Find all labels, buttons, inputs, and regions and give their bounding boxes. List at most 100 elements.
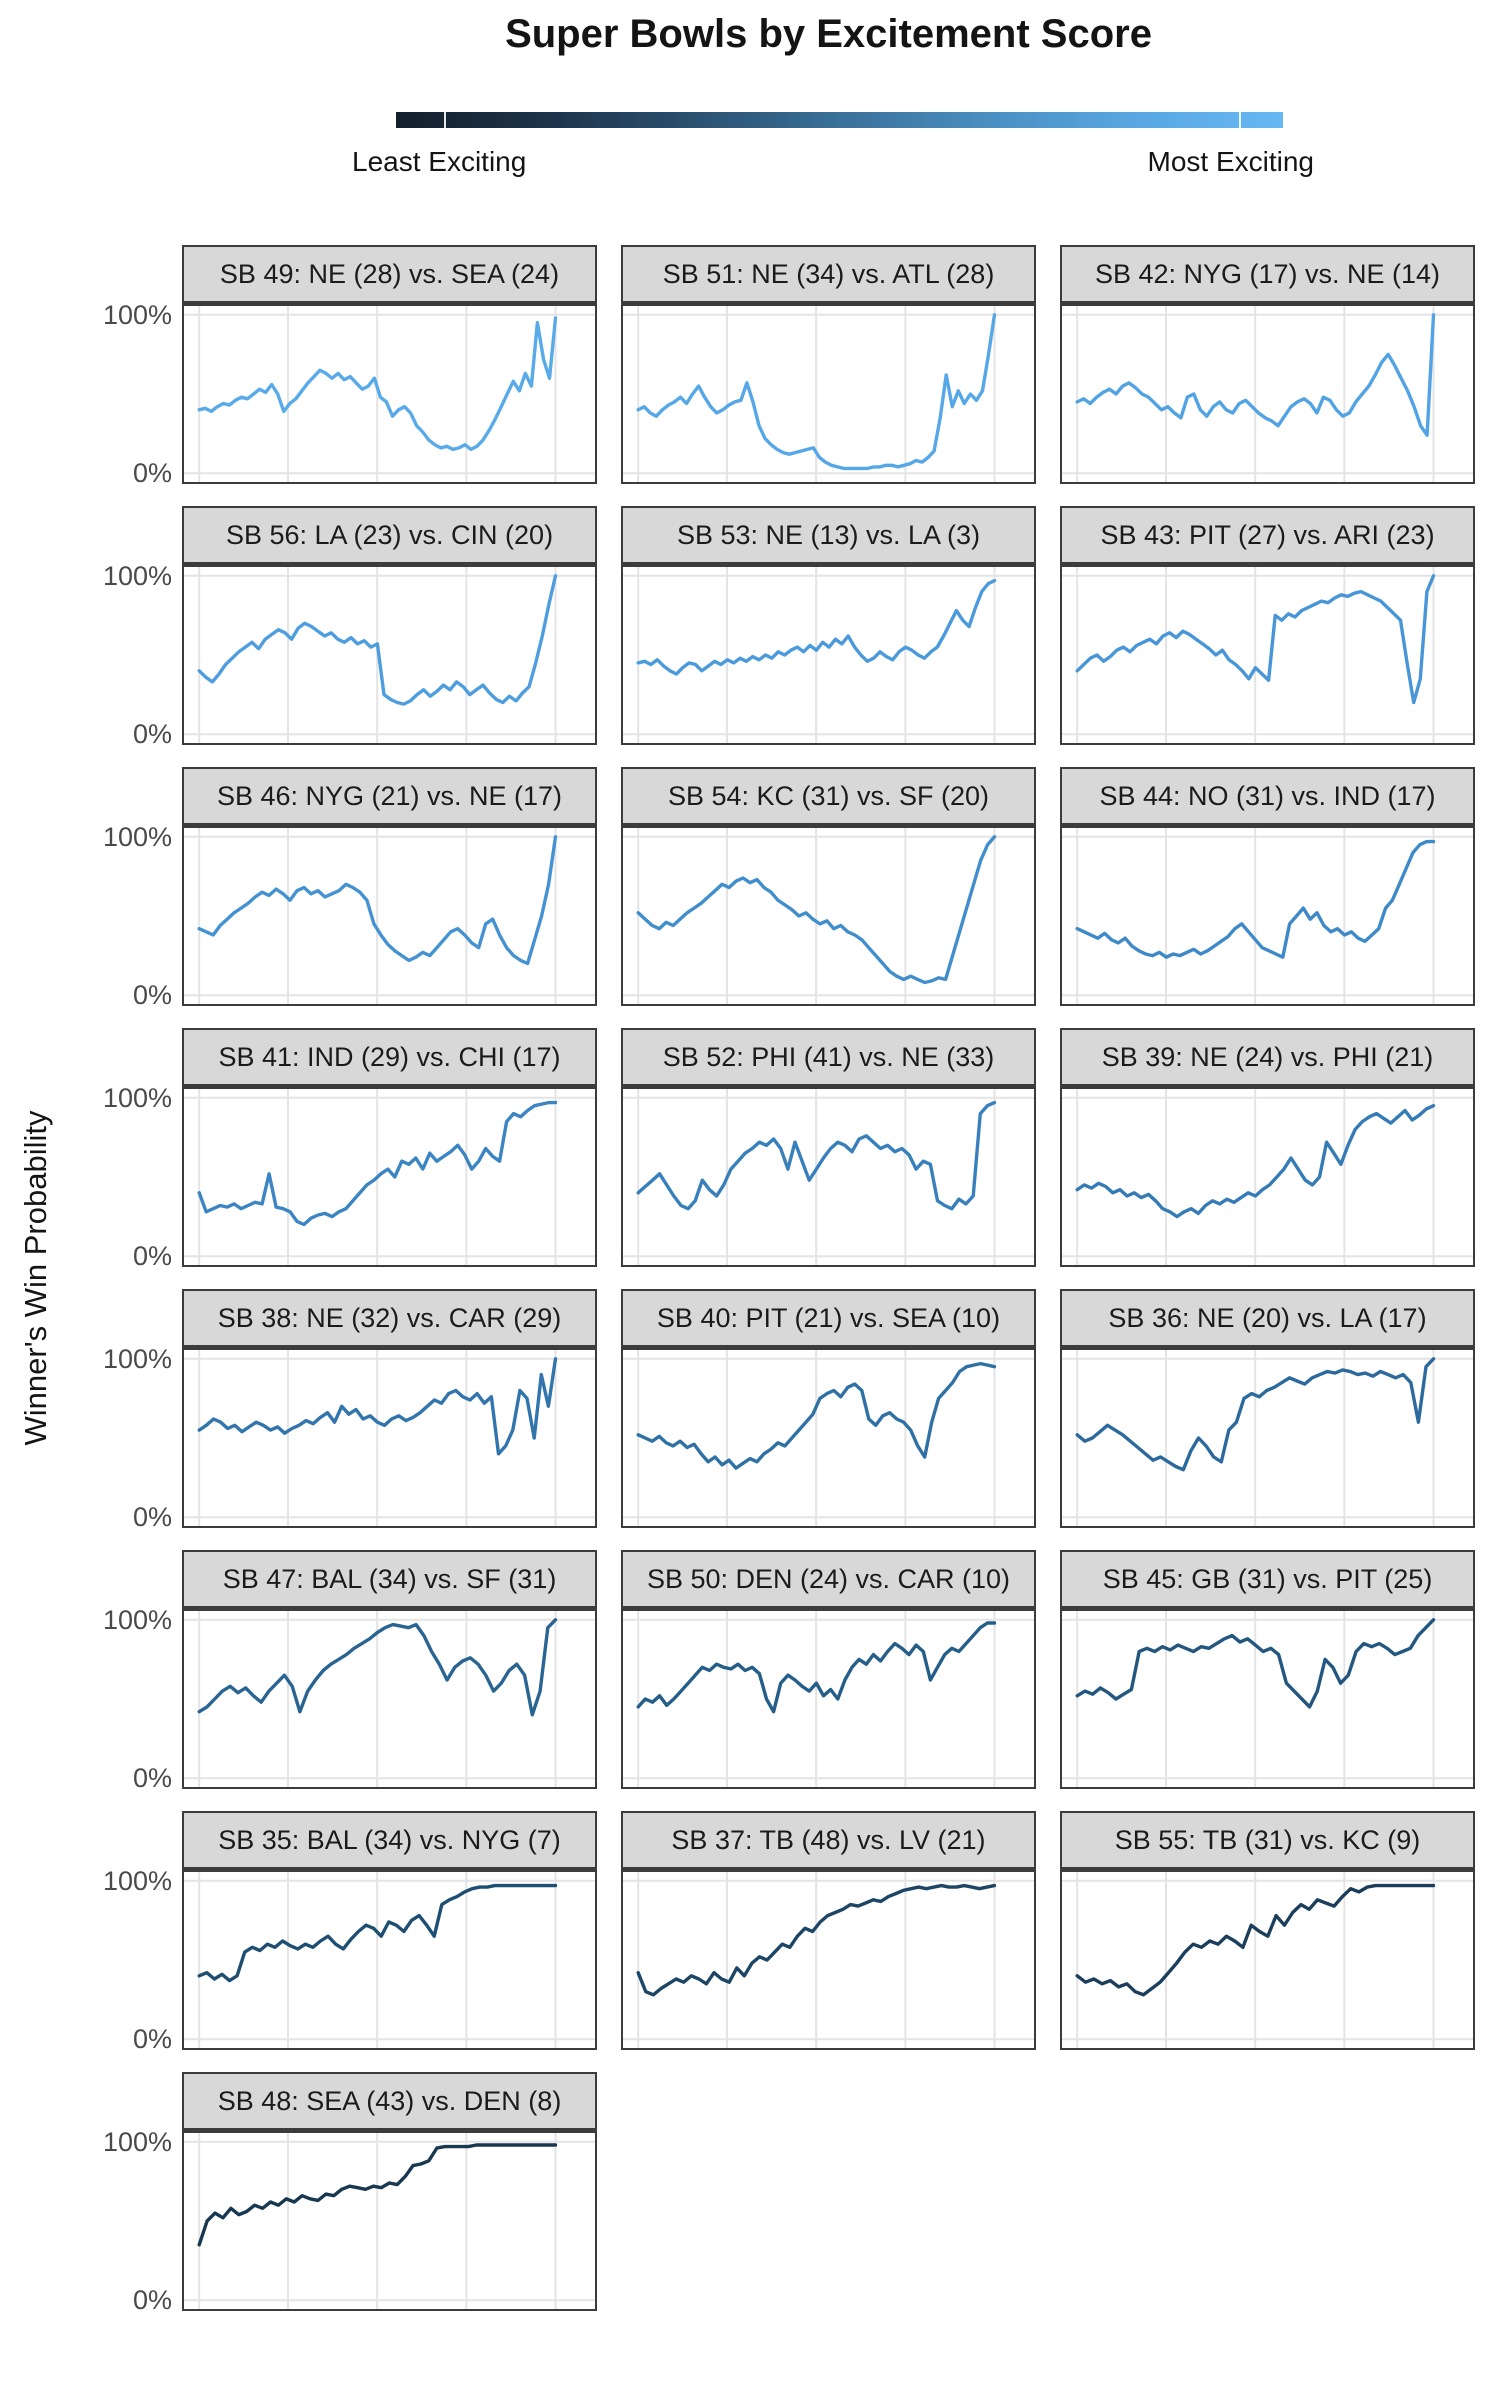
y-tick-0: 0%: [132, 980, 172, 1010]
facet-panel: SB 36: NE (20) vs. LA (17): [1060, 1289, 1475, 1528]
facet-plot-area: [1060, 1086, 1475, 1267]
facet-plot-area: [621, 303, 1036, 484]
facet-title: SB 54: KC (31) vs. SF (20): [621, 767, 1036, 825]
facet-panel: SB 51: NE (34) vs. ATL (28): [621, 245, 1036, 484]
win-probability-line: [197, 574, 558, 706]
facet-panel: SB 48: SEA (43) vs. DEN (8) 100% 0%: [103, 2072, 597, 2314]
facet-title: SB 52: PHI (41) vs. NE (33): [621, 1028, 1036, 1086]
facet-plot-area: [1060, 1869, 1475, 2050]
facet-panel: SB 41: IND (29) vs. CHI (17) 100% 0%: [103, 1028, 597, 1270]
win-probability-line: [1075, 313, 1436, 437]
facet-title: SB 45: GB (31) vs. PIT (25): [1060, 1550, 1475, 1608]
facet-title: SB 56: LA (23) vs. CIN (20): [182, 506, 597, 564]
facet-panel: SB 35: BAL (34) vs. NYG (7) 100% 0%: [103, 1811, 597, 2053]
win-probability-line: [636, 1361, 997, 1470]
y-tick-0: 0%: [132, 2285, 172, 2315]
facet-panel: SB 52: PHI (41) vs. NE (33): [621, 1028, 1036, 1267]
facet-panel: SB 37: TB (48) vs. LV (21): [621, 1811, 1036, 2050]
facet-title: SB 51: NE (34) vs. ATL (28): [621, 245, 1036, 303]
y-tick-0: 0%: [132, 458, 172, 488]
y-tick-100: 100%: [102, 2127, 172, 2157]
y-tick-100: 100%: [102, 1605, 172, 1635]
y-tick-100: 100%: [102, 822, 172, 852]
facet-plot-area: [1060, 825, 1475, 1006]
y-tick-100: 100%: [102, 1083, 172, 1113]
facet-plot-area: 100% 0%: [103, 1606, 597, 1792]
facet-panel: SB 46: NYG (21) vs. NE (17) 100% 0%: [103, 767, 597, 1009]
facet-plot-area: [621, 825, 1036, 1006]
facet-title: SB 38: NE (32) vs. CAR (29): [182, 1289, 597, 1347]
win-probability-line: [636, 578, 997, 676]
win-probability-line: [197, 1883, 558, 1983]
legend-least-label: Least Exciting: [352, 146, 527, 177]
facet-plot-area: 100% 0%: [103, 1084, 597, 1270]
y-tick-0: 0%: [132, 719, 172, 749]
facet-title: SB 53: NE (13) vs. LA (3): [621, 506, 1036, 564]
win-probability-line: [1075, 574, 1436, 705]
facet-panel: SB 47: BAL (34) vs. SF (31) 100% 0%: [103, 1550, 597, 1792]
facet-plot-area: 100% 0%: [103, 2128, 597, 2314]
facet-plot-area: 100% 0%: [103, 562, 597, 748]
facet-panel: SB 43: PIT (27) vs. ARI (23): [1060, 506, 1475, 745]
y-tick-0: 0%: [132, 1763, 172, 1793]
facet-plot-area: [1060, 1347, 1475, 1528]
y-tick-100: 100%: [102, 300, 172, 330]
facet-plot-area: [1060, 1608, 1475, 1789]
y-axis-title: Winner's Win Probability: [18, 1110, 53, 1446]
win-probability-line: [197, 835, 558, 966]
facet-title: SB 47: BAL (34) vs. SF (31): [182, 1550, 597, 1608]
win-probability-line: [1075, 1618, 1436, 1709]
y-tick-100: 100%: [102, 1344, 172, 1374]
win-probability-line: [636, 1621, 997, 1714]
facet-title: SB 40: PIT (21) vs. SEA (10): [621, 1289, 1036, 1347]
facet-panel: SB 54: KC (31) vs. SF (20): [621, 767, 1036, 1006]
facet-panel: SB 49: NE (28) vs. SEA (24) 100% 0%: [103, 245, 597, 487]
facet-panel: SB 50: DEN (24) vs. CAR (10): [621, 1550, 1036, 1789]
y-tick-100: 100%: [102, 561, 172, 591]
facet-title: SB 48: SEA (43) vs. DEN (8): [182, 2072, 597, 2130]
facet-plot-area: [1060, 303, 1475, 484]
gradient-tick: [443, 112, 446, 128]
facet-panel: SB 55: TB (31) vs. KC (9): [1060, 1811, 1475, 2050]
facet-plot-area: [621, 1608, 1036, 1789]
facet-panel: SB 56: LA (23) vs. CIN (20) 100% 0%: [103, 506, 597, 748]
facet-plot-area: [621, 1869, 1036, 2050]
facet-plot-area: 100% 0%: [103, 823, 597, 1009]
facet-panel: SB 39: NE (24) vs. PHI (21): [1060, 1028, 1475, 1267]
facet-title: SB 44: NO (31) vs. IND (17): [1060, 767, 1475, 825]
facet-title: SB 42: NYG (17) vs. NE (14): [1060, 245, 1475, 303]
y-tick-0: 0%: [132, 1241, 172, 1271]
win-probability-line: [1075, 1883, 1436, 1997]
facet-plot-area: [621, 1347, 1036, 1528]
facet-panel: SB 44: NO (31) vs. IND (17): [1060, 767, 1475, 1006]
win-probability-line: [197, 316, 558, 452]
facet-plot-area: 100% 0%: [103, 1867, 597, 2053]
win-probability-line: [636, 835, 997, 985]
facet-panel: SB 40: PIT (21) vs. SEA (10): [621, 1289, 1036, 1528]
win-probability-line: [1075, 839, 1436, 959]
win-probability-line: [197, 1618, 558, 1717]
facet-panel: SB 53: NE (13) vs. LA (3): [621, 506, 1036, 745]
win-probability-line: [636, 1883, 997, 1997]
y-tick-0: 0%: [132, 2024, 172, 2054]
excitement-gradient-bar: [396, 112, 1283, 128]
facet-plot-area: [621, 1086, 1036, 1267]
facet-plot-area: 100% 0%: [103, 301, 597, 487]
gradient-tick: [1238, 112, 1241, 128]
win-probability-line: [197, 1100, 558, 1227]
facet-panel: SB 45: GB (31) vs. PIT (25): [1060, 1550, 1475, 1789]
facet-title: SB 46: NYG (21) vs. NE (17): [182, 767, 597, 825]
legend-most-label: Most Exciting: [1147, 146, 1315, 177]
y-tick-0: 0%: [132, 1502, 172, 1532]
facet-panel: SB 38: NE (32) vs. CAR (29) 100% 0%: [103, 1289, 597, 1531]
facet-title: SB 50: DEN (24) vs. CAR (10): [621, 1550, 1036, 1608]
win-probability-line: [1075, 1357, 1436, 1472]
win-probability-line: [197, 1357, 558, 1456]
facet-title: SB 35: BAL (34) vs. NYG (7): [182, 1811, 597, 1869]
facet-title: SB 39: NE (24) vs. PHI (21): [1060, 1028, 1475, 1086]
facet-panel: SB 42: NYG (17) vs. NE (14): [1060, 245, 1475, 484]
facet-title: SB 36: NE (20) vs. LA (17): [1060, 1289, 1475, 1347]
facet-title: SB 37: TB (48) vs. LV (21): [621, 1811, 1036, 1869]
facet-title: SB 49: NE (28) vs. SEA (24): [182, 245, 597, 303]
facet-title: SB 41: IND (29) vs. CHI (17): [182, 1028, 597, 1086]
